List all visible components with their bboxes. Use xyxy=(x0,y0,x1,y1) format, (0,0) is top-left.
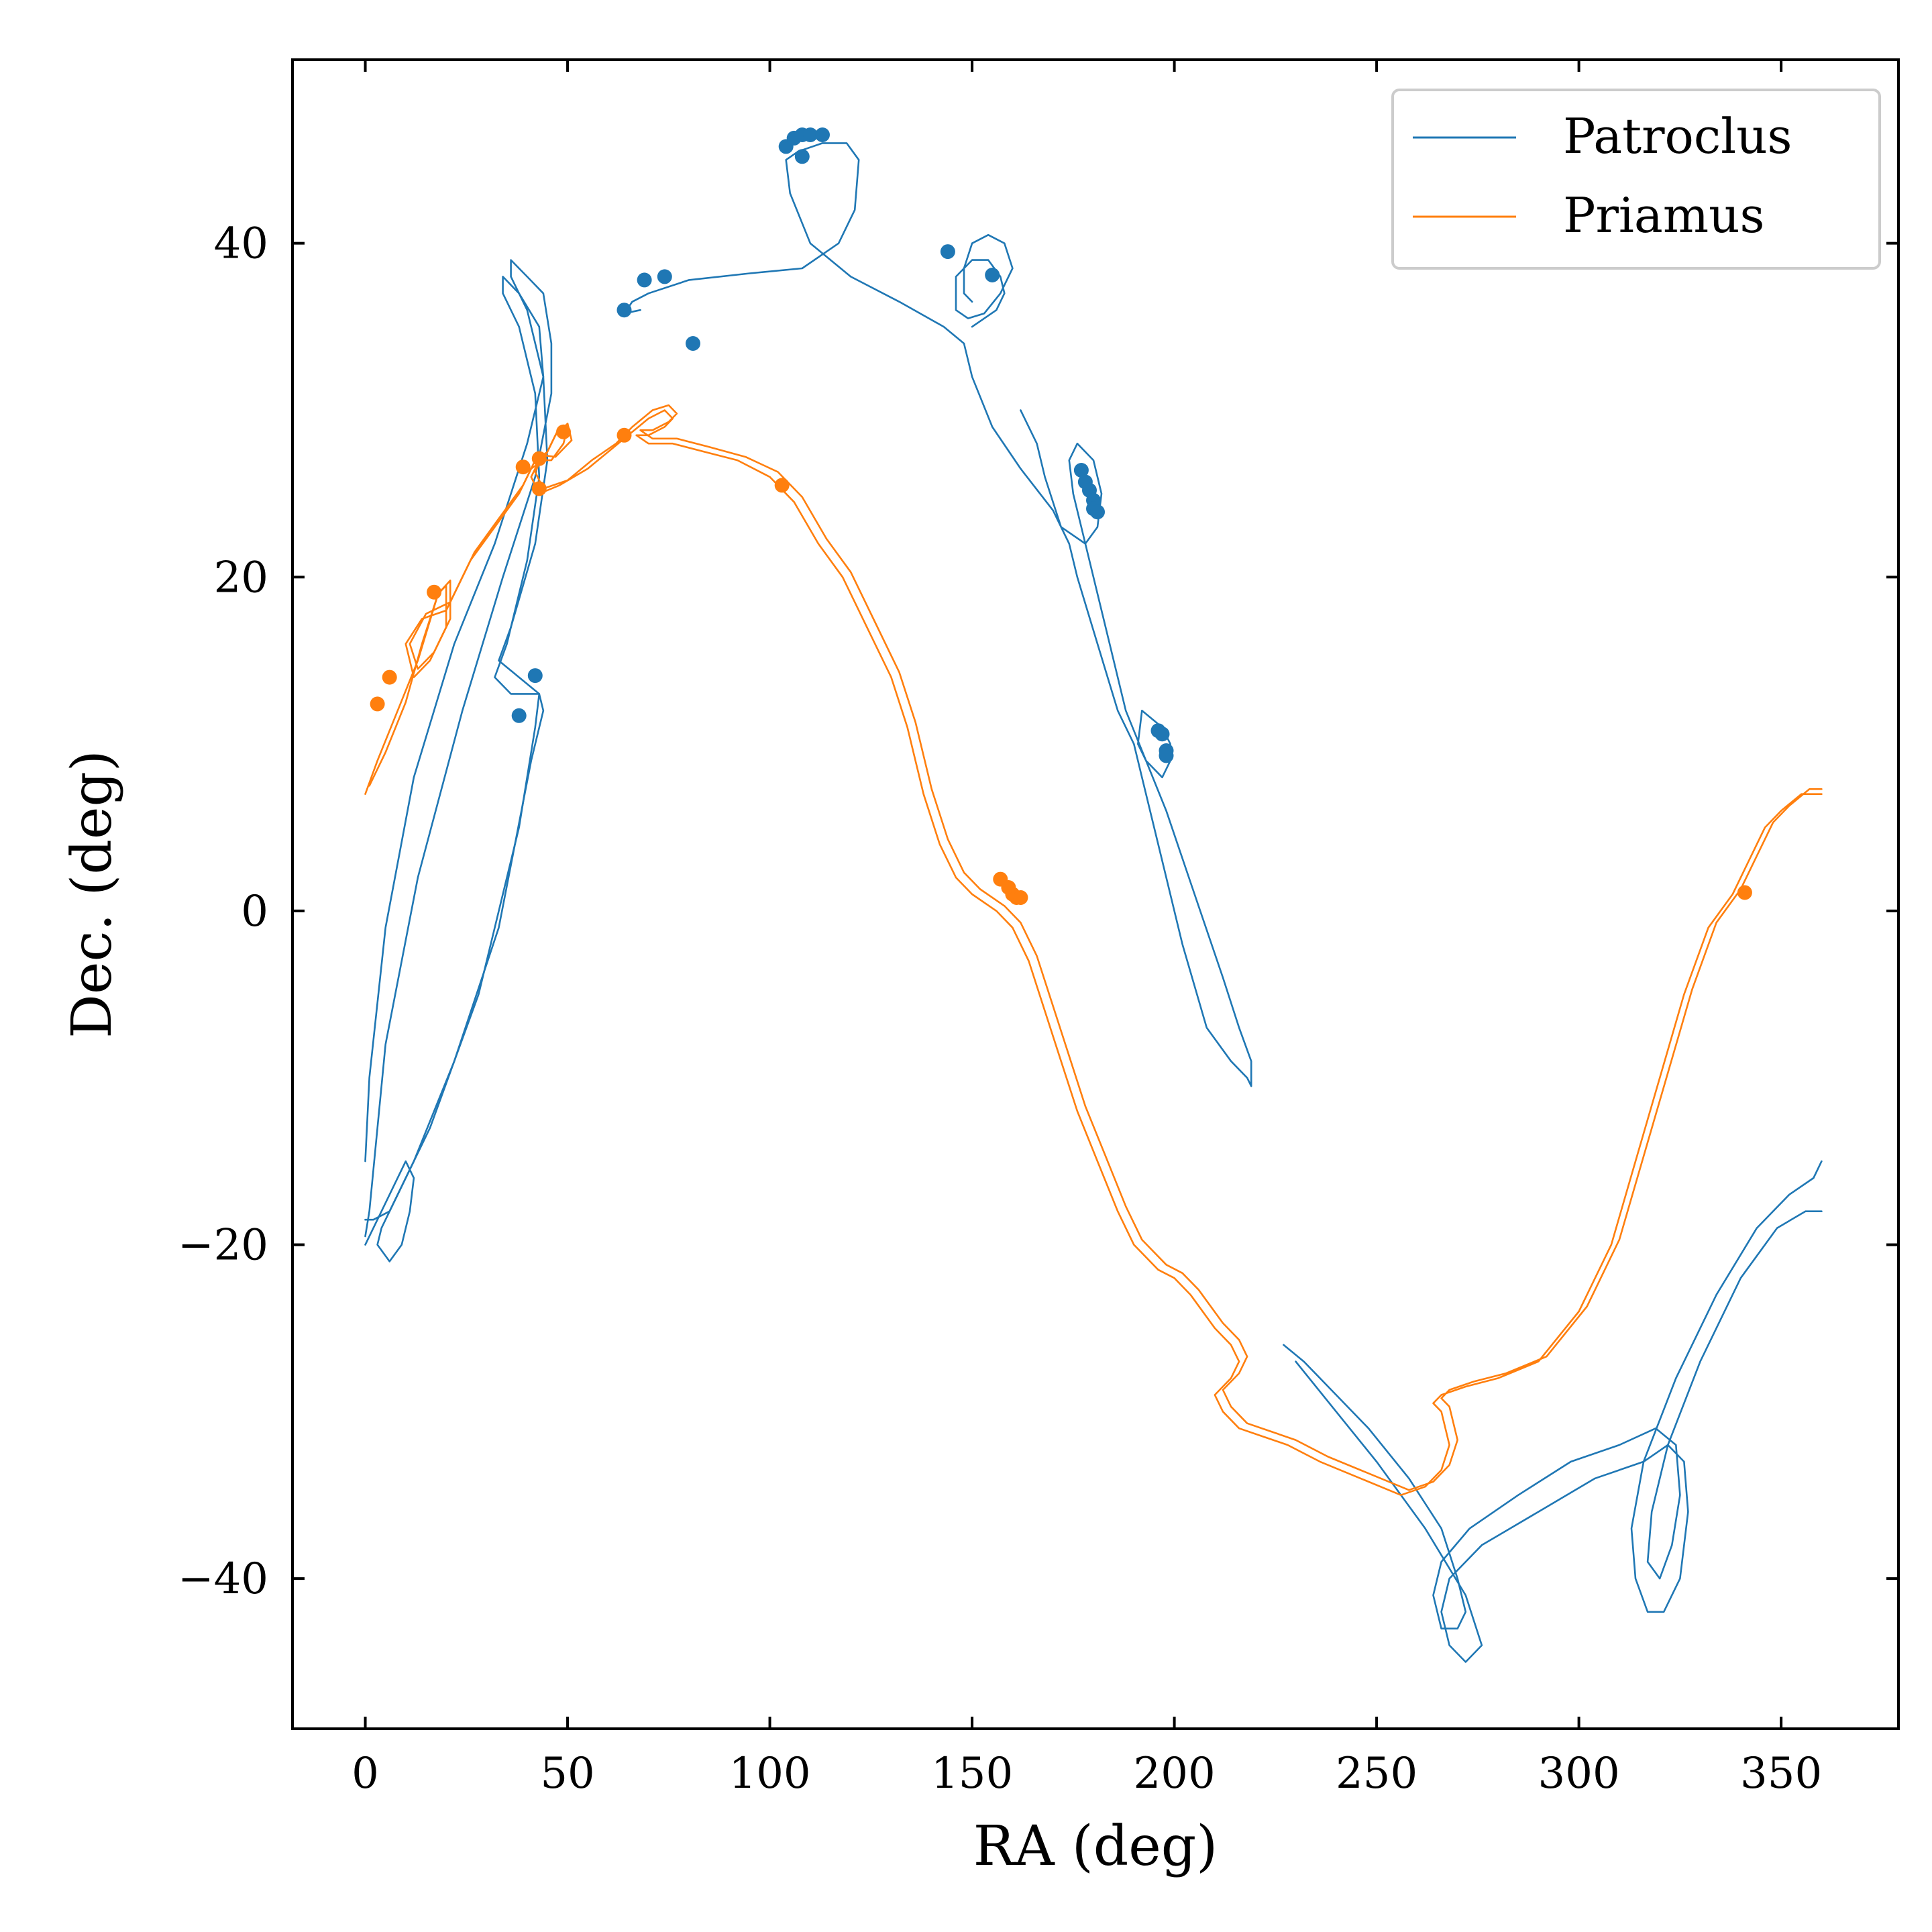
point-patroclus-1 xyxy=(527,668,543,684)
point-patroclus-14 xyxy=(1073,463,1089,478)
point-patroclus-4 xyxy=(657,269,672,284)
x-tick-label-100: 100 xyxy=(729,1749,810,1799)
point-patroclus-12 xyxy=(940,244,955,260)
point-patroclus-13 xyxy=(985,268,1000,282)
x-axis-label: RA (deg) xyxy=(973,1815,1218,1878)
point-priamus-5 xyxy=(531,481,547,496)
legend-label-priamus: Priamus xyxy=(1563,187,1764,244)
plot-frame xyxy=(291,58,1900,1730)
point-priamus-13 xyxy=(1013,890,1028,905)
x-tick-label-50: 50 xyxy=(540,1749,594,1799)
point-priamus-7 xyxy=(616,427,632,443)
point-patroclus-21 xyxy=(1155,727,1170,742)
x-tick-label-150: 150 xyxy=(931,1749,1013,1799)
point-patroclus-23 xyxy=(1159,748,1174,763)
track-patroclus-1 xyxy=(364,259,553,1238)
y-tick-label-0: 0 xyxy=(241,887,268,936)
point-priamus-6 xyxy=(556,424,571,439)
legend-box xyxy=(1391,89,1881,270)
x-tick-label-300: 300 xyxy=(1538,1749,1620,1799)
y-tick-label--40: −40 xyxy=(178,1554,268,1604)
point-patroclus-5 xyxy=(686,336,700,351)
x-tick-label-200: 200 xyxy=(1134,1749,1216,1799)
point-patroclus-10 xyxy=(815,127,830,142)
point-priamus-1 xyxy=(382,669,397,685)
track-patroclus-2 xyxy=(623,142,1252,1087)
point-priamus-0 xyxy=(370,696,385,712)
point-priamus-3 xyxy=(515,460,531,475)
point-patroclus-9 xyxy=(802,127,818,142)
legend-label-patroclus: Patroclus xyxy=(1563,108,1792,164)
ticks-layer: 0 50 100 150 200 250 300 350 −40 −20 0 20 40 xyxy=(178,60,1898,1799)
series-layer xyxy=(364,127,1823,1663)
point-priamus-14 xyxy=(1737,885,1752,900)
point-priamus-4 xyxy=(531,451,547,466)
track-patroclus-3 xyxy=(955,233,1014,328)
point-patroclus-2 xyxy=(616,303,632,318)
y-tick-label-40: 40 xyxy=(214,219,268,269)
point-patroclus-3 xyxy=(637,272,652,288)
x-tick-label-250: 250 xyxy=(1336,1749,1417,1799)
x-tick-label-350: 350 xyxy=(1740,1749,1822,1799)
point-patroclus-19 xyxy=(1090,504,1105,520)
point-priamus-2 xyxy=(427,584,442,600)
y-tick-label-20: 20 xyxy=(214,553,268,602)
y-axis-label: Dec. (deg) xyxy=(60,750,124,1038)
point-patroclus-0 xyxy=(511,708,527,723)
x-tick-label-0: 0 xyxy=(352,1749,379,1799)
point-priamus-8 xyxy=(774,478,790,493)
legend: Patroclus Priamus xyxy=(1391,89,1881,270)
track-patroclus-5 xyxy=(1283,1210,1823,1629)
y-tick-label--20: −20 xyxy=(178,1220,268,1270)
point-patroclus-11 xyxy=(794,149,810,164)
